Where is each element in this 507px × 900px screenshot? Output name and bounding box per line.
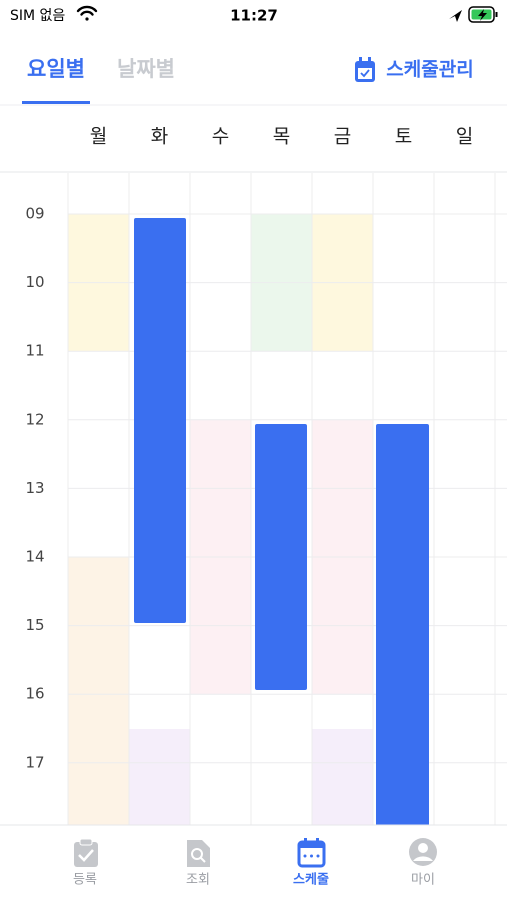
search-icon: [187, 840, 210, 867]
schedule-blocks: [68, 214, 373, 829]
day-label: 월: [90, 126, 107, 148]
hour-label: 14: [25, 548, 44, 566]
highlight-blocks: [134, 218, 429, 834]
nav-schedule[interactable]: 스케줄: [293, 873, 329, 888]
schedule-manage[interactable]: 스케줄관리: [386, 59, 473, 81]
tab-underline: [22, 101, 90, 104]
tab-weekday[interactable]: 요일별: [27, 57, 85, 81]
hour-label: 17: [25, 753, 44, 771]
nav-my[interactable]: 마이: [411, 873, 435, 888]
hour-label: 13: [25, 479, 44, 497]
clock: 11:27: [230, 7, 278, 25]
day-label: 수: [212, 126, 229, 148]
block[interactable]: [312, 729, 373, 829]
day-label: 일: [456, 126, 473, 148]
block[interactable]: [376, 424, 429, 834]
block[interactable]: [134, 218, 186, 623]
register-icon: [74, 838, 98, 867]
block[interactable]: [68, 557, 129, 827]
tab-date[interactable]: 날짜별: [117, 57, 175, 81]
hour-label: 11: [25, 342, 44, 360]
block[interactable]: [129, 729, 190, 829]
calendar-icon: [355, 57, 375, 82]
wifi-icon: [76, 5, 98, 21]
my-icon: [409, 838, 437, 866]
nav-search[interactable]: 조회: [186, 873, 210, 888]
carrier: SIM 없음: [10, 8, 65, 24]
day-label: 목: [273, 126, 290, 148]
grid: [67, 173, 507, 825]
hour-label: 16: [25, 685, 44, 703]
battery-icon: [468, 6, 498, 23]
nav-register[interactable]: 등록: [73, 873, 97, 888]
hour-label: 12: [25, 410, 44, 428]
day-label: 금: [334, 126, 351, 148]
hour-label: 09: [25, 205, 44, 223]
day-label: 화: [151, 126, 168, 148]
schedule-icon: [297, 838, 326, 868]
hour-label: 15: [25, 616, 44, 634]
day-label: 토: [395, 126, 412, 148]
block[interactable]: [255, 424, 307, 690]
location-icon: [449, 10, 462, 22]
hour-label: 10: [25, 273, 44, 291]
